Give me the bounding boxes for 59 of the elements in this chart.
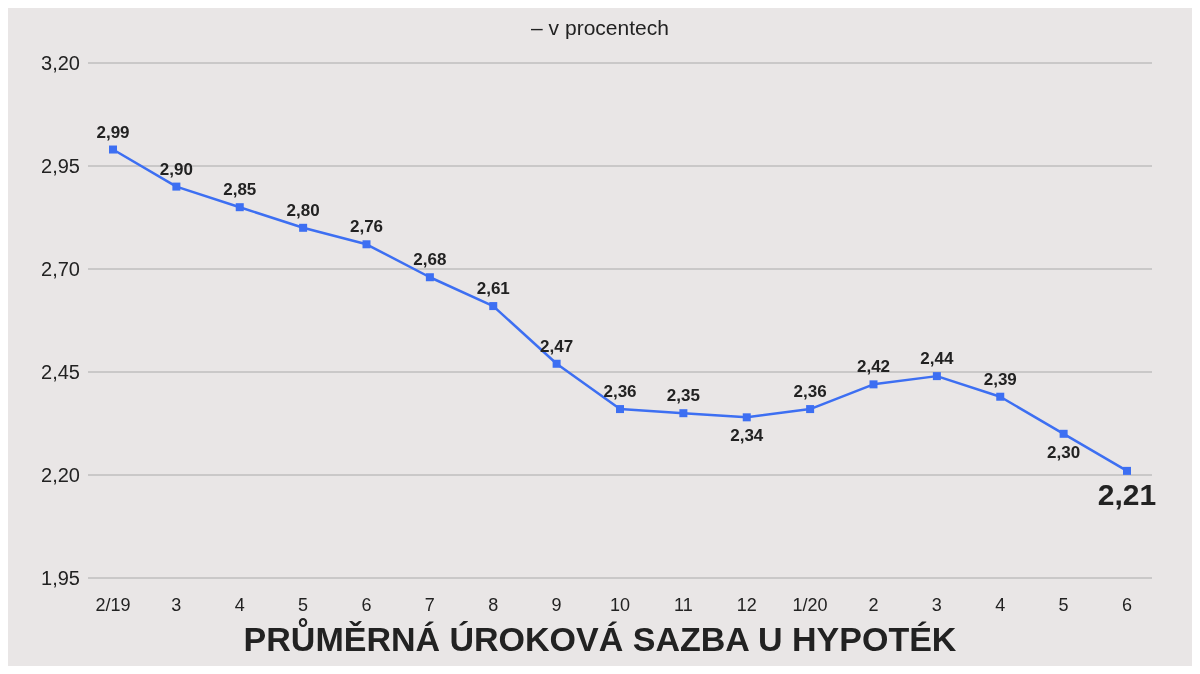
data-label: 2,80 bbox=[286, 200, 320, 220]
point bbox=[869, 380, 878, 389]
x-tick-label: 4 bbox=[234, 594, 245, 615]
point bbox=[1059, 429, 1068, 438]
data-label: 2,47 bbox=[540, 336, 574, 356]
data-label: 2,99 bbox=[96, 122, 130, 142]
y-tick-label: 1,95 bbox=[41, 567, 80, 590]
y-tick-label: 2,45 bbox=[41, 361, 80, 384]
y-tick-label: 2,20 bbox=[41, 464, 80, 487]
text: PRŮMĚRNÁ ÚROKOVÁ SAZBA U HYPOTÉK bbox=[242, 620, 958, 659]
chart-subtitle: – v procentech bbox=[530, 16, 670, 40]
x-tick-label: 3 bbox=[931, 594, 942, 615]
data-label: 2,76 bbox=[349, 217, 384, 237]
data-label: 2,44 bbox=[920, 349, 954, 369]
x-tick-label: 12 bbox=[736, 594, 757, 615]
point bbox=[299, 223, 308, 232]
y-tick-label: 3,20 bbox=[41, 52, 80, 75]
point bbox=[109, 145, 117, 154]
point bbox=[996, 392, 1005, 401]
point bbox=[552, 359, 561, 368]
point bbox=[235, 203, 244, 212]
data-label: 2,21 bbox=[1097, 477, 1157, 511]
data-label: 2,34 bbox=[730, 426, 764, 446]
data-label: 2,39 bbox=[983, 369, 1017, 389]
x-tick-label: 1/20 bbox=[792, 594, 828, 615]
y-tick-label: 2,95 bbox=[41, 155, 80, 178]
data-label: 2,90 bbox=[159, 159, 193, 179]
point bbox=[362, 240, 371, 249]
data-label: 2,85 bbox=[223, 180, 257, 200]
x-tick-label: 6 bbox=[361, 594, 372, 615]
point bbox=[425, 273, 434, 282]
x-tick-label: 6 bbox=[1121, 594, 1133, 615]
data-label: 2,68 bbox=[413, 250, 447, 270]
x-tick-label: 11 bbox=[674, 594, 693, 615]
x-tick-label: 5 bbox=[1058, 594, 1069, 615]
x-tick-label: 3 bbox=[171, 594, 182, 615]
y-tick-label: 2,70 bbox=[41, 258, 80, 281]
data-label: 2,36 bbox=[603, 382, 637, 402]
x-tick-label: 2/19 bbox=[95, 594, 131, 615]
point bbox=[616, 405, 624, 414]
point bbox=[806, 405, 815, 414]
x-tick-label: 5 bbox=[298, 594, 309, 615]
x-tick-label: 8 bbox=[488, 594, 499, 615]
x-tick-label: 7 bbox=[424, 594, 435, 615]
data-label: 2,35 bbox=[666, 386, 700, 406]
data-label: 2,36 bbox=[793, 382, 827, 402]
x-tick-label: 10 bbox=[609, 594, 631, 615]
point bbox=[489, 302, 498, 311]
point bbox=[742, 413, 751, 422]
x-tick-label: 2 bbox=[868, 594, 879, 615]
x-tick-label: 9 bbox=[551, 594, 562, 615]
data-label: 2,61 bbox=[476, 279, 510, 299]
data-label: 2,30 bbox=[1047, 442, 1081, 462]
point bbox=[172, 182, 181, 191]
data-label: 2,42 bbox=[856, 357, 891, 377]
point bbox=[1123, 466, 1131, 475]
x-tick-label: 4 bbox=[995, 594, 1006, 615]
point bbox=[932, 372, 941, 381]
point bbox=[679, 409, 688, 418]
